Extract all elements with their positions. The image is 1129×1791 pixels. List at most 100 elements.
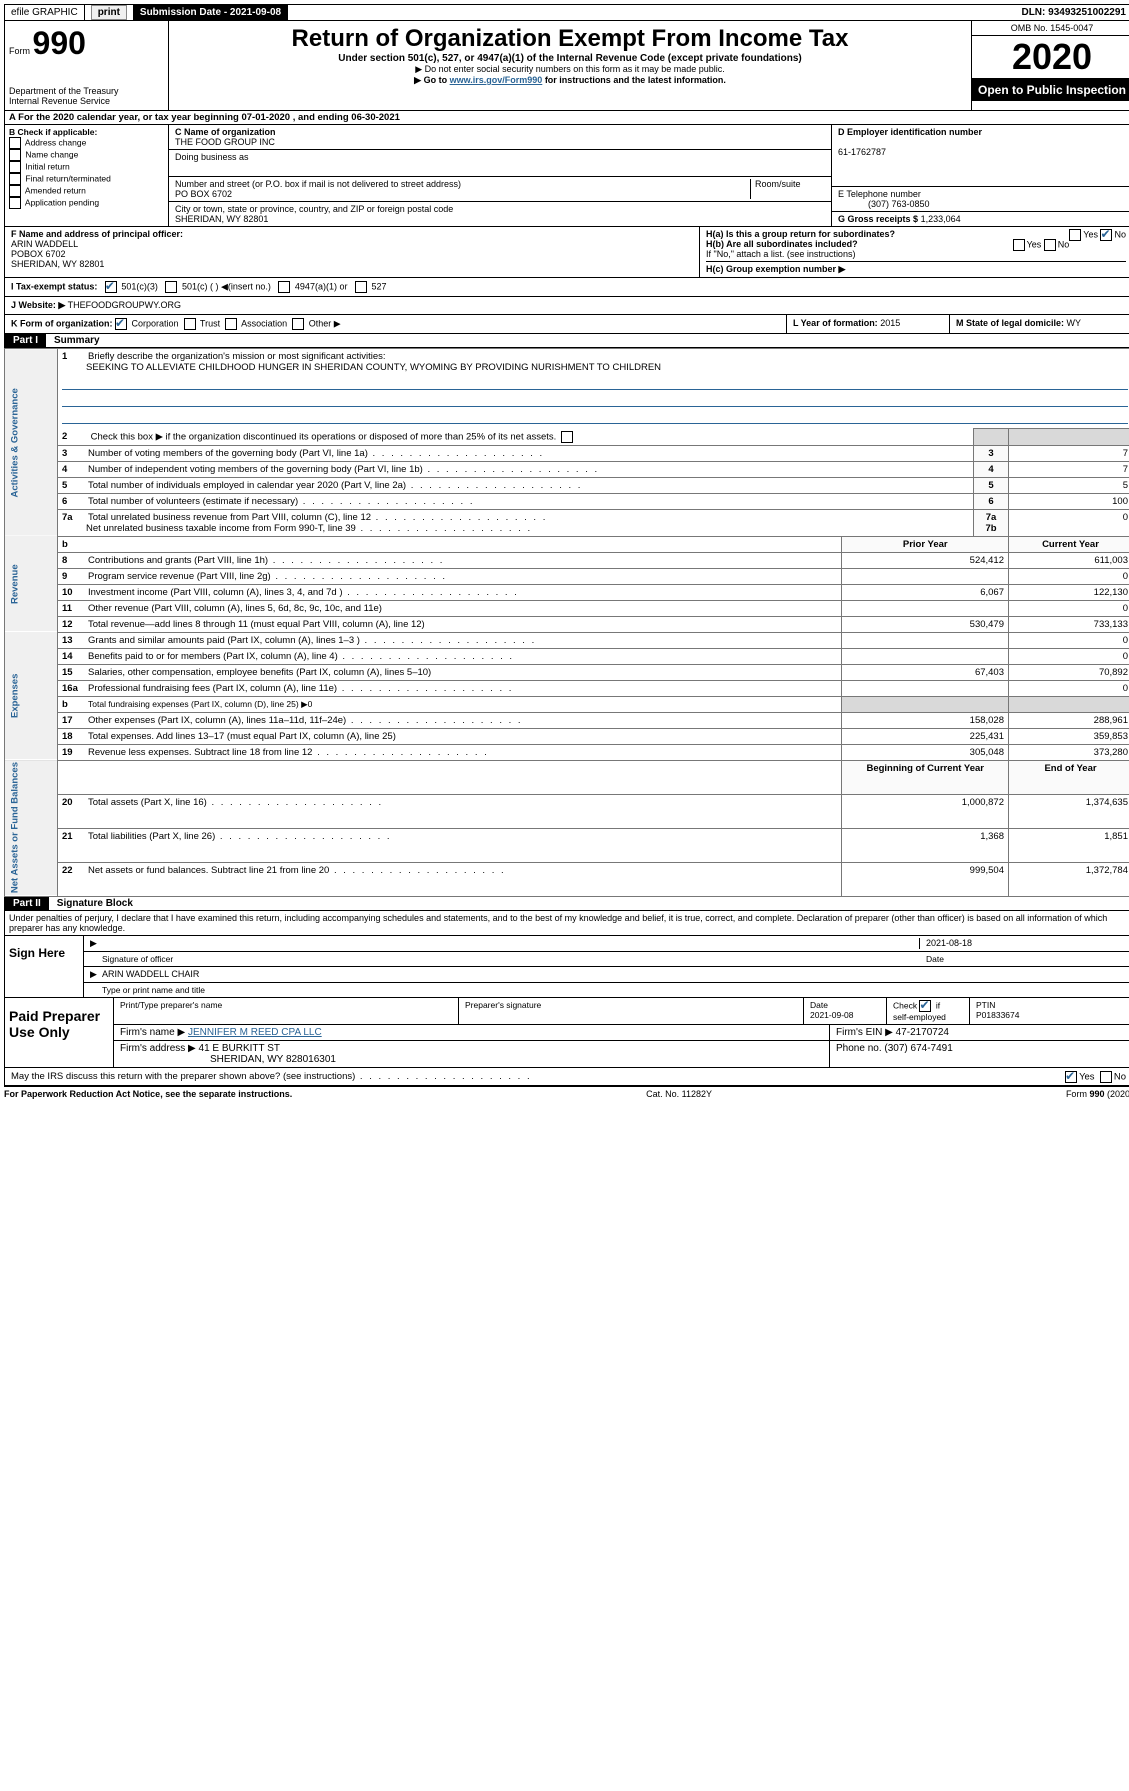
part2-title: Signature Block xyxy=(49,898,133,909)
row-text: Other expenses (Part IX, column (A), lin… xyxy=(88,715,523,726)
subtitle3-post: for instructions and the latest informat… xyxy=(545,75,726,85)
g-label: G Gross receipts $ xyxy=(838,214,918,224)
table-row: 9Program service revenue (Part VIII, lin… xyxy=(5,568,1129,584)
discuss-text: May the IRS discuss this return with the… xyxy=(11,1071,532,1082)
ha-no-checkbox[interactable] xyxy=(1100,229,1112,241)
opt-assoc: Association xyxy=(241,318,287,328)
top-bar: efile GRAPHIC print Submission Date - 20… xyxy=(4,4,1129,21)
m-label: M State of legal domicile: xyxy=(956,318,1064,328)
row-text: Benefits paid to or for members (Part IX… xyxy=(88,651,514,662)
final-return-checkbox[interactable] xyxy=(9,173,21,185)
4947-checkbox[interactable] xyxy=(278,281,290,293)
preparer-section: Paid Preparer Use Only Print/Type prepar… xyxy=(4,998,1129,1068)
part1-tag: Part I xyxy=(5,334,46,347)
yes-text2: Yes xyxy=(1027,239,1042,249)
hb-yes-checkbox[interactable] xyxy=(1013,239,1025,251)
part2-header: Part II Signature Block xyxy=(4,897,1129,911)
yes-text: Yes xyxy=(1083,229,1098,239)
discuss-no-checkbox[interactable] xyxy=(1100,1071,1112,1083)
l-label: L Year of formation: xyxy=(793,318,878,328)
info-block: B Check if applicable: Address change Na… xyxy=(4,125,1129,227)
efile-label: efile GRAPHIC xyxy=(5,5,85,20)
no-text2: No xyxy=(1058,239,1070,249)
hb-no-checkbox[interactable] xyxy=(1044,239,1056,251)
e-label: E Telephone number xyxy=(838,189,921,199)
amended-checkbox[interactable] xyxy=(9,185,21,197)
prep-h4: Check xyxy=(893,1000,917,1010)
table-row: 5Total number of individuals employed in… xyxy=(5,477,1129,493)
hc-label: H(c) Group exemption number ▶ xyxy=(706,264,845,274)
addr-change-checkbox[interactable] xyxy=(9,137,21,149)
phone-value: (307) 763-0850 xyxy=(838,199,930,209)
dln-label: DLN: 93493251002291 xyxy=(1015,5,1129,20)
self-emp-checkbox[interactable] xyxy=(919,1000,931,1012)
irs-link[interactable]: www.irs.gov/Form990 xyxy=(450,75,543,85)
no-text: No xyxy=(1114,229,1126,239)
table-row: 4Number of independent voting members of… xyxy=(5,461,1129,477)
hb-label: H(b) Are all subordinates included? xyxy=(706,239,858,249)
row-text: Total number of volunteers (estimate if … xyxy=(88,496,474,507)
form-word: Form xyxy=(9,46,30,56)
print-button[interactable]: print xyxy=(91,5,127,20)
year-formation: 2015 xyxy=(880,318,900,328)
sign-date: 2021-08-18 xyxy=(919,938,1126,949)
gross-receipts: 1,233,064 xyxy=(921,214,961,224)
table-row: 14Benefits paid to or for members (Part … xyxy=(5,648,1129,664)
table-row: 10Investment income (Part VIII, column (… xyxy=(5,584,1129,600)
hdr-end: End of Year xyxy=(1009,760,1129,794)
line2-checkbox[interactable] xyxy=(561,431,573,443)
app-pending-checkbox[interactable] xyxy=(9,197,21,209)
opt-501c: 501(c) ( ) ◀(insert no.) xyxy=(182,281,271,291)
mission-text: SEEKING TO ALLEVIATE CHILDHOOD HUNGER IN… xyxy=(62,362,661,373)
line1-label: Briefly describe the organization's miss… xyxy=(88,351,386,362)
corp-checkbox[interactable] xyxy=(115,318,127,330)
table-row: 15Salaries, other compensation, employee… xyxy=(5,664,1129,680)
footer-mid: Cat. No. 11282Y xyxy=(646,1089,712,1099)
form-header: Form 990 Department of the Treasury Inte… xyxy=(4,21,1129,111)
row-text: Total expenses. Add lines 13–17 (must eq… xyxy=(88,731,396,742)
section-b-label: B Check if applicable: xyxy=(9,127,164,137)
table-row: 3Number of voting members of the governi… xyxy=(5,445,1129,461)
footer-left: For Paperwork Reduction Act Notice, see … xyxy=(4,1089,292,1099)
i-label: I Tax-exempt status: xyxy=(11,281,97,291)
row-text: Contributions and grants (Part VIII, lin… xyxy=(88,555,444,566)
501c-checkbox[interactable] xyxy=(165,281,177,293)
prep-h1: Print/Type preparer's name xyxy=(114,998,458,1024)
prep-h3: Date xyxy=(810,1000,828,1010)
klm-row: K Form of organization: Corporation Trus… xyxy=(4,315,1129,334)
discuss-yes-checkbox[interactable] xyxy=(1065,1071,1077,1083)
state-domicile: WY xyxy=(1067,318,1082,328)
firm-name[interactable]: JENNIFER M REED CPA LLC xyxy=(188,1027,322,1038)
print-name-label: Type or print name and title xyxy=(102,985,205,995)
table-row: 7aTotal unrelated business revenue from … xyxy=(5,509,1129,536)
dba-label: Doing business as xyxy=(175,152,249,162)
other-checkbox[interactable] xyxy=(292,318,304,330)
opt-527: 527 xyxy=(371,281,386,291)
prep-date: 2021-09-08 xyxy=(810,1010,853,1020)
name-change-checkbox[interactable] xyxy=(9,149,21,161)
527-checkbox[interactable] xyxy=(355,281,367,293)
website: THEFOODGROUPWY.ORG xyxy=(68,300,181,310)
officer-print-name: ARIN WADDELL CHAIR xyxy=(102,969,1126,980)
fh-block: F Name and address of principal officer:… xyxy=(4,227,1129,278)
sidebar-governance: Activities & Governance xyxy=(5,349,58,537)
firm-ein: 47-2170724 xyxy=(896,1027,949,1038)
table-row: Expenses13Grants and similar amounts pai… xyxy=(5,632,1129,648)
ha-yes-checkbox[interactable] xyxy=(1069,229,1081,241)
firm-addr-label: Firm's address ▶ xyxy=(120,1043,196,1054)
trust-checkbox[interactable] xyxy=(184,318,196,330)
d-label: D Employer identification number xyxy=(838,127,982,137)
row-text: Professional fundraising fees (Part IX, … xyxy=(88,683,513,694)
opt-other: Other ▶ xyxy=(309,318,341,328)
footer: For Paperwork Reduction Act Notice, see … xyxy=(4,1086,1129,1101)
firm-label: Firm's name ▶ xyxy=(120,1027,185,1038)
opt-initial: Initial return xyxy=(25,161,69,171)
opt-final: Final return/terminated xyxy=(25,173,111,183)
assoc-checkbox[interactable] xyxy=(225,318,237,330)
hdr-begin: Beginning of Current Year xyxy=(842,760,1009,794)
sidebar-expenses: Expenses xyxy=(5,632,58,760)
row-text: Total liabilities (Part X, line 26) xyxy=(88,831,392,842)
preparer-label: Paid Preparer Use Only xyxy=(5,998,114,1067)
501c3-checkbox[interactable] xyxy=(105,281,117,293)
initial-return-checkbox[interactable] xyxy=(9,161,21,173)
